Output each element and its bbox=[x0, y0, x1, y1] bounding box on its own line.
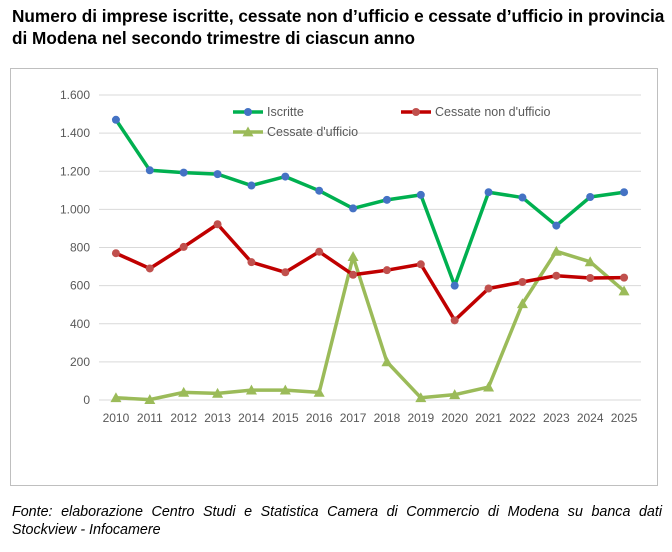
y-tick-label: 400 bbox=[70, 317, 90, 331]
data-point bbox=[484, 284, 493, 293]
data-point bbox=[450, 281, 459, 290]
data-point bbox=[516, 298, 528, 309]
data-point bbox=[111, 115, 120, 124]
data-point bbox=[550, 245, 562, 256]
legend-item: Cessate d'ufficio bbox=[233, 125, 358, 139]
data-point bbox=[347, 251, 359, 262]
x-tick-label: 2017 bbox=[340, 411, 367, 425]
data-point bbox=[144, 394, 156, 405]
legend-marker bbox=[412, 108, 420, 116]
y-tick-label: 1.400 bbox=[60, 126, 90, 140]
x-axis-ticks: 2010 2011 2012 2013 2014 2015 2016 2017 2018 2019… bbox=[103, 411, 638, 425]
x-tick-label: 2011 bbox=[137, 411, 163, 425]
legend-marker bbox=[242, 126, 254, 137]
data-point bbox=[382, 266, 391, 275]
series-cessate-non-d-ufficio bbox=[111, 220, 629, 325]
data-point bbox=[382, 195, 391, 204]
x-tick-label: 2018 bbox=[374, 411, 401, 425]
y-tick-label: 1.000 bbox=[60, 202, 90, 216]
series-lines bbox=[110, 115, 630, 405]
x-tick-label: 2010 bbox=[103, 411, 130, 425]
data-point bbox=[281, 172, 290, 181]
x-tick-label: 2015 bbox=[272, 411, 299, 425]
series-iscritte bbox=[111, 115, 629, 290]
data-point bbox=[281, 268, 290, 277]
legend-item: Iscritte bbox=[233, 105, 304, 119]
data-point bbox=[110, 392, 122, 403]
x-tick-label: 2023 bbox=[543, 411, 570, 425]
data-point bbox=[213, 170, 222, 179]
data-point bbox=[586, 192, 595, 201]
legend: Iscritte Cessate non d'ufficio Cessate d'u… bbox=[233, 105, 550, 139]
data-point bbox=[586, 274, 595, 282]
data-point bbox=[349, 270, 358, 279]
chart-frame: 0 200 400 600 800 1.000 1.200 1.400 1.600 2010 20… bbox=[10, 68, 658, 486]
data-point bbox=[145, 166, 154, 175]
data-point bbox=[179, 242, 188, 251]
x-tick-label: 2020 bbox=[441, 411, 468, 425]
series-line bbox=[114, 118, 625, 288]
y-tick-label: 1.200 bbox=[60, 164, 90, 178]
data-point bbox=[381, 356, 393, 367]
y-tick-label: 200 bbox=[70, 355, 90, 369]
chart-title: Numero di imprese iscritte, cessate non … bbox=[12, 6, 665, 48]
y-tick-label: 600 bbox=[70, 279, 90, 293]
data-point bbox=[620, 273, 629, 282]
data-point bbox=[518, 278, 527, 287]
x-tick-label: 2024 bbox=[577, 411, 604, 425]
legend-label: Cessate d'ufficio bbox=[267, 125, 358, 139]
data-point bbox=[178, 386, 190, 397]
data-point bbox=[279, 384, 291, 395]
data-point bbox=[484, 188, 493, 197]
data-point bbox=[349, 204, 358, 213]
data-point bbox=[416, 190, 425, 199]
x-tick-label: 2016 bbox=[306, 411, 333, 425]
series-cessate-d-ufficio bbox=[110, 245, 630, 405]
data-point bbox=[145, 264, 154, 273]
x-tick-label: 2012 bbox=[170, 411, 197, 425]
x-tick-label: 2021 bbox=[475, 411, 502, 425]
legend-marker bbox=[244, 108, 252, 116]
y-axis-ticks: 0 200 400 600 800 1.000 1.200 1.400 1.600 bbox=[60, 88, 90, 407]
data-point bbox=[179, 168, 188, 177]
x-tick-label: 2025 bbox=[611, 411, 638, 425]
data-point bbox=[315, 186, 324, 195]
y-tick-label: 0 bbox=[83, 393, 90, 407]
data-point bbox=[552, 271, 561, 280]
data-point bbox=[313, 386, 325, 397]
x-tick-label: 2022 bbox=[509, 411, 536, 425]
data-point bbox=[247, 181, 256, 190]
data-point bbox=[315, 247, 324, 256]
data-point bbox=[111, 249, 120, 258]
data-point bbox=[618, 285, 630, 296]
data-point bbox=[449, 389, 461, 400]
data-point bbox=[518, 193, 527, 202]
legend-label: Cessate non d'ufficio bbox=[435, 105, 550, 119]
data-point bbox=[416, 260, 425, 269]
x-tick-label: 2014 bbox=[238, 411, 265, 425]
x-tick-label: 2019 bbox=[407, 411, 434, 425]
data-point bbox=[483, 381, 495, 392]
legend-label: Iscritte bbox=[267, 105, 304, 119]
series-line bbox=[115, 222, 625, 323]
data-point bbox=[212, 387, 224, 398]
y-tick-label: 1.600 bbox=[60, 88, 90, 102]
data-point bbox=[552, 221, 561, 230]
data-point bbox=[245, 384, 257, 395]
data-point bbox=[415, 392, 427, 403]
data-point bbox=[213, 220, 222, 229]
legend-item: Cessate non d'ufficio bbox=[401, 105, 550, 119]
data-point bbox=[620, 188, 629, 197]
data-point bbox=[247, 258, 256, 267]
y-tick-label: 800 bbox=[70, 241, 90, 255]
data-point bbox=[584, 256, 596, 267]
source-note: Fonte: elaborazione Centro Studi e Stati… bbox=[12, 504, 662, 538]
data-point bbox=[450, 316, 459, 325]
x-tick-label: 2013 bbox=[204, 411, 231, 425]
